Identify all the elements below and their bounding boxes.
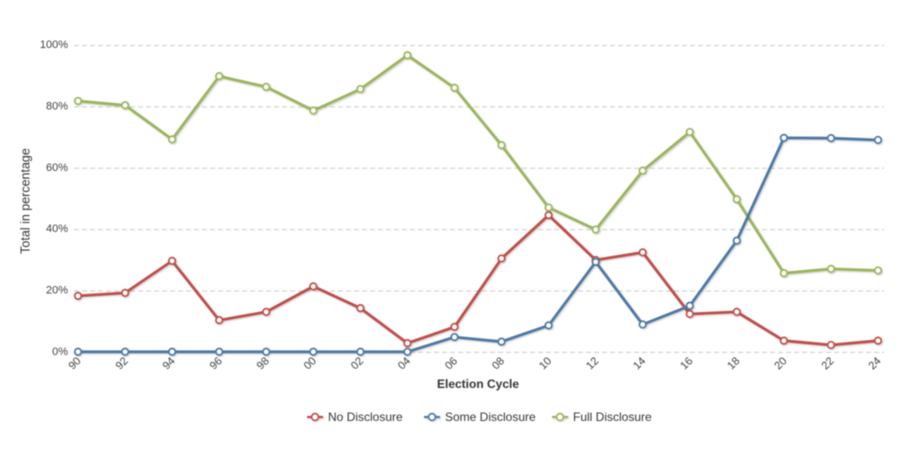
svg-text:Some Disclosure: Some Disclosure bbox=[445, 410, 536, 424]
svg-text:Election Cycle: Election Cycle bbox=[437, 377, 519, 391]
svg-text:Full Disclosure: Full Disclosure bbox=[573, 410, 652, 424]
svg-text:No Disclosure: No Disclosure bbox=[328, 410, 403, 424]
svg-text:100%: 100% bbox=[40, 39, 68, 51]
svg-text:20%: 20% bbox=[46, 285, 68, 297]
svg-text:Total in percentage: Total in percentage bbox=[19, 148, 33, 254]
svg-text:40%: 40% bbox=[46, 223, 68, 235]
svg-text:60%: 60% bbox=[46, 162, 68, 174]
svg-text:80%: 80% bbox=[46, 100, 68, 112]
svg-text:0%: 0% bbox=[52, 346, 68, 358]
